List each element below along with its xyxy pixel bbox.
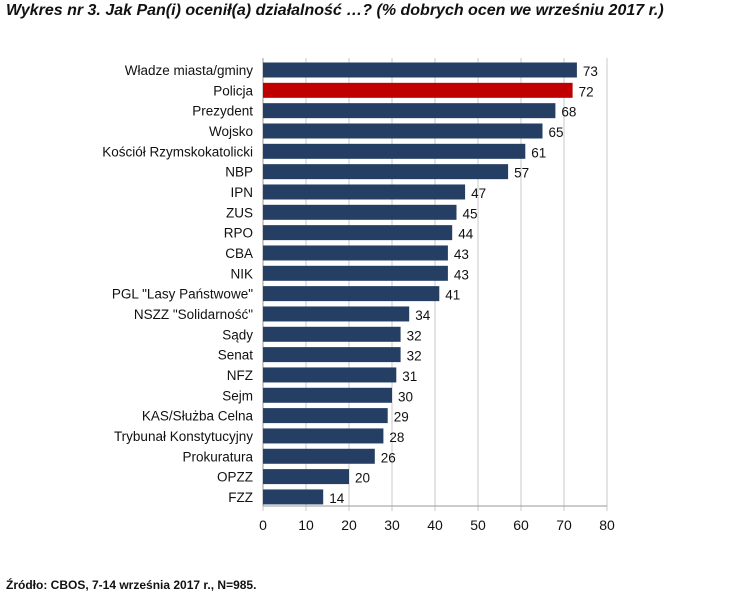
data-label: 28	[389, 430, 404, 445]
bar	[263, 123, 543, 139]
category-label: NFZ	[227, 368, 253, 383]
category-label: CBA	[225, 246, 253, 261]
bar	[263, 225, 453, 241]
category-label: NSZZ "Solidarność"	[134, 307, 253, 322]
category-label: Sejm	[222, 388, 253, 403]
bar	[263, 245, 448, 261]
category-label: RPO	[224, 226, 253, 241]
bar	[263, 489, 324, 505]
bar	[263, 387, 392, 403]
bar	[263, 286, 440, 302]
bar	[263, 265, 448, 281]
bar	[263, 204, 457, 220]
category-label: Prezydent	[192, 104, 253, 119]
x-tick-label: 30	[384, 517, 400, 533]
bar	[263, 367, 397, 383]
bar	[263, 164, 509, 180]
bar	[263, 184, 466, 200]
category-label: NBP	[225, 165, 253, 180]
data-label: 26	[381, 450, 396, 465]
category-label: Prokuratura	[182, 449, 253, 464]
category-label: IPN	[230, 185, 253, 200]
category-label: FZZ	[228, 490, 253, 505]
chart-title: Wykres nr 3. Jak Pan(i) ocenił(a) działa…	[6, 2, 664, 19]
data-label: 43	[454, 267, 469, 282]
bar	[263, 428, 384, 444]
data-label: 14	[329, 491, 345, 506]
bar	[263, 62, 577, 78]
data-label: 30	[398, 389, 413, 404]
data-label: 41	[445, 288, 460, 303]
data-label: 29	[394, 410, 409, 425]
x-tick-label: 0	[259, 517, 267, 533]
data-label: 57	[514, 166, 529, 181]
bar	[263, 143, 526, 159]
category-label: Senat	[218, 348, 254, 363]
data-label: 45	[463, 206, 478, 221]
bar	[263, 469, 349, 485]
data-label: 43	[454, 247, 469, 262]
data-label: 68	[561, 105, 576, 120]
category-label: Kościół Rzymskokatolicki	[102, 144, 253, 159]
data-label: 20	[355, 471, 370, 486]
data-label: 32	[407, 349, 422, 364]
data-label: 65	[549, 125, 564, 140]
data-label: 61	[531, 145, 546, 160]
data-label: 73	[583, 64, 598, 79]
category-label: Sądy	[222, 327, 253, 342]
bar	[263, 82, 573, 98]
bar	[263, 408, 388, 424]
data-label: 44	[458, 227, 474, 242]
data-label: 34	[415, 308, 431, 323]
category-label: OPZZ	[217, 470, 253, 485]
data-label: 72	[579, 84, 594, 99]
data-label: 47	[471, 186, 486, 201]
category-label: ZUS	[226, 205, 253, 220]
x-tick-label: 60	[513, 517, 529, 533]
data-label: 32	[407, 328, 422, 343]
x-tick-label: 10	[298, 517, 314, 533]
x-tick-label: 80	[599, 517, 615, 533]
bar	[263, 326, 401, 342]
data-label: 31	[402, 369, 417, 384]
bar	[263, 103, 556, 119]
category-label: Wojsko	[209, 124, 253, 139]
bar	[263, 306, 410, 322]
x-tick-label: 20	[341, 517, 357, 533]
category-label: NIK	[230, 266, 253, 281]
category-label: KAS/Służba Celna	[142, 409, 254, 424]
bar	[263, 347, 401, 363]
category-label: Trybunał Konstytucyjny	[114, 429, 253, 444]
category-label: PGL "Lasy Państwowe"	[112, 287, 253, 302]
category-label: Policja	[213, 83, 253, 98]
x-tick-label: 70	[556, 517, 572, 533]
source-note: Źródło: CBOS, 7-14 września 2017 r., N=9…	[6, 578, 257, 592]
category-label: Władze miasta/gminy	[125, 63, 254, 78]
bar	[263, 448, 375, 464]
x-tick-label: 50	[470, 517, 486, 533]
x-tick-label: 40	[427, 517, 443, 533]
